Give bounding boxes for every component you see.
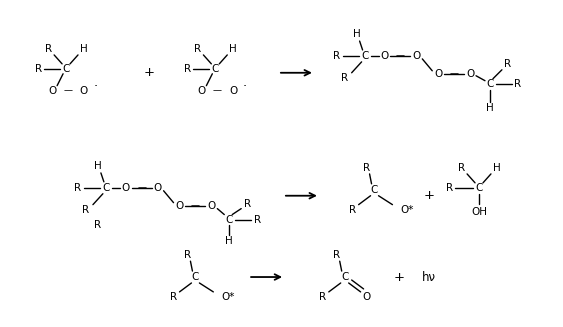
Text: R: R (35, 64, 42, 74)
Text: C: C (486, 79, 494, 89)
Text: H: H (493, 163, 501, 173)
Text: H: H (353, 29, 360, 39)
Text: R: R (82, 205, 90, 215)
Text: R: R (363, 163, 370, 173)
Text: H: H (94, 161, 102, 171)
Text: O: O (381, 51, 388, 61)
Text: —: — (450, 69, 459, 78)
Text: R: R (514, 79, 521, 89)
Text: C: C (475, 183, 482, 193)
Text: H: H (225, 236, 233, 246)
Text: O: O (434, 69, 443, 79)
Text: C: C (361, 51, 368, 61)
Text: —: — (137, 183, 146, 192)
Text: —: — (64, 86, 73, 95)
Text: —: — (213, 86, 222, 95)
Text: C: C (192, 272, 199, 282)
Text: H: H (229, 44, 237, 54)
Text: H: H (80, 44, 88, 54)
Text: +: + (424, 189, 435, 202)
Text: O: O (154, 183, 162, 193)
Text: C: C (102, 183, 110, 193)
Text: ·: · (243, 80, 247, 93)
Text: C: C (62, 64, 70, 74)
Text: O: O (207, 201, 216, 211)
Text: O: O (197, 86, 205, 95)
Text: R: R (333, 51, 340, 61)
Text: O: O (48, 86, 56, 95)
Text: C: C (226, 215, 233, 225)
Text: R: R (445, 183, 453, 193)
Text: R: R (253, 215, 261, 225)
Text: +: + (394, 270, 405, 284)
Text: —: — (396, 51, 405, 60)
Text: O: O (412, 51, 421, 61)
Text: O: O (466, 69, 474, 79)
Text: R: R (319, 292, 327, 302)
Text: ·: · (94, 80, 98, 93)
Text: hν: hν (422, 270, 436, 284)
Text: OH: OH (471, 207, 487, 216)
Text: C: C (341, 272, 348, 282)
Text: C: C (212, 64, 219, 74)
Text: R: R (184, 250, 191, 260)
Text: O: O (363, 292, 370, 302)
Text: R: R (170, 292, 177, 302)
Text: O: O (122, 183, 130, 193)
Text: +: + (143, 66, 154, 79)
Text: C: C (371, 185, 378, 195)
Text: R: R (333, 250, 340, 260)
Text: O: O (176, 201, 184, 211)
Text: O: O (80, 86, 88, 95)
Text: R: R (341, 73, 348, 83)
Text: —: — (191, 201, 200, 210)
Text: R: R (504, 59, 511, 69)
Text: R: R (244, 199, 251, 209)
Text: R: R (95, 220, 101, 231)
Text: O: O (229, 86, 238, 95)
Text: O*: O* (400, 205, 414, 215)
Text: R: R (184, 64, 191, 74)
Text: R: R (44, 44, 52, 54)
Text: R: R (194, 44, 201, 54)
Text: R: R (349, 205, 356, 215)
Text: O*: O* (221, 292, 235, 302)
Text: H: H (486, 103, 494, 113)
Text: R: R (458, 163, 464, 173)
Text: R: R (74, 183, 82, 193)
